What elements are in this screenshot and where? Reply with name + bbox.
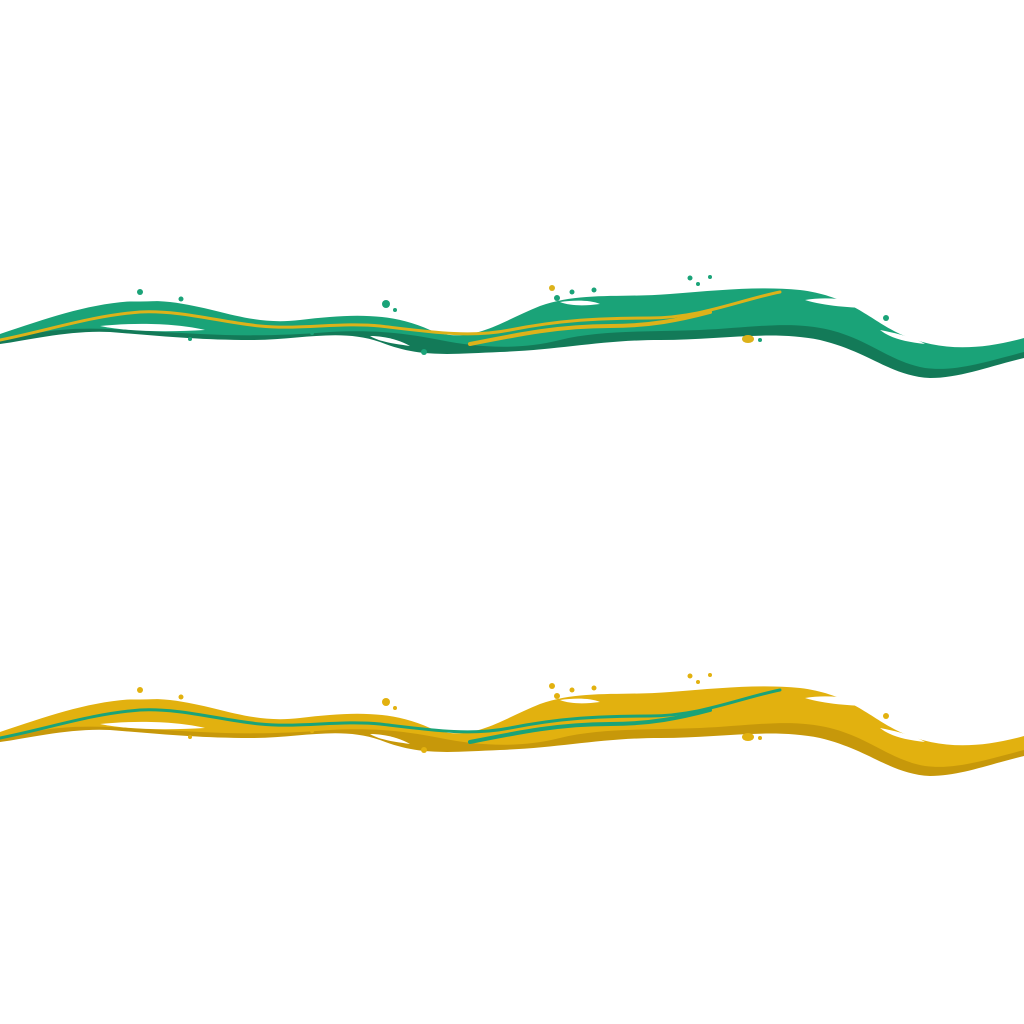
wave-highlight [370, 734, 410, 744]
wave-highlight [880, 728, 925, 742]
wave-highlight [110, 693, 170, 700]
paint-drop [188, 735, 192, 739]
wave-highlight [100, 323, 205, 332]
wave-highlight [560, 300, 600, 306]
paint-drop [382, 698, 390, 706]
paint-drop [696, 680, 700, 684]
paint-drop [758, 338, 762, 342]
paint-drop [178, 694, 184, 700]
paint-drop [554, 295, 560, 301]
paint-drop [178, 296, 184, 302]
green-paint-wave [0, 275, 1024, 378]
paint-drop [569, 289, 575, 295]
paint-drop [687, 275, 693, 281]
paint-drop [421, 747, 427, 753]
paint-drop [137, 687, 143, 693]
wave-accent-streak [0, 290, 782, 342]
paint-drop [569, 687, 575, 693]
paint-drop [687, 673, 693, 679]
paint-drop [549, 285, 555, 291]
wave-highlight [110, 295, 170, 302]
paint-drop [554, 693, 560, 699]
wave-highlight [805, 298, 875, 308]
paint-drop [188, 337, 192, 341]
wave-accent-streak [0, 688, 782, 740]
wave-highlight [100, 721, 205, 730]
paint-drop [310, 729, 314, 733]
paint-splatter [137, 275, 889, 355]
paint-drop [549, 683, 555, 689]
paint-drop [742, 733, 754, 741]
wave-highlight [370, 336, 410, 346]
yellow-paint-wave [0, 673, 1024, 776]
paint-drop [708, 673, 712, 677]
paint-drop [883, 713, 889, 719]
wave-accent-streak-2 [468, 310, 712, 346]
paint-drop [758, 736, 762, 740]
wave-highlight [880, 330, 925, 344]
paint-drop [708, 275, 712, 279]
paint-drop [310, 331, 314, 335]
wave-highlight [805, 696, 875, 706]
paint-drop [393, 706, 397, 710]
paint-drop [742, 335, 754, 343]
paint-drop [591, 685, 597, 691]
paint-drop [696, 282, 700, 286]
wave-accent-streak-2 [468, 708, 712, 744]
paint-splatter [137, 673, 889, 753]
paint-drop [393, 308, 397, 312]
paint-drop [137, 289, 143, 295]
paint-drop [591, 287, 597, 293]
wave-highlight [560, 698, 600, 704]
paint-drop [382, 300, 390, 308]
paint-drop [421, 349, 427, 355]
paint-drop [883, 315, 889, 321]
